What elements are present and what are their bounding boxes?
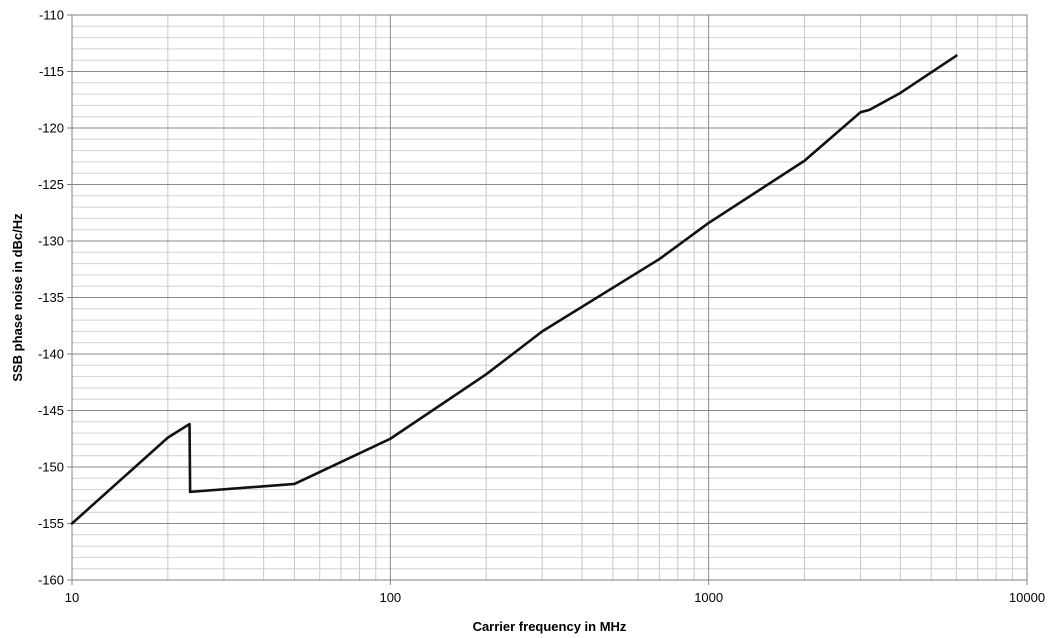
y-tick-label: -130 [38, 234, 64, 249]
y-tick-label: -115 [39, 64, 64, 79]
x-tick-label: 10000 [1009, 590, 1045, 605]
y-tick-label: -110 [39, 8, 64, 23]
x-tick-label: 100 [379, 590, 401, 605]
y-tick-label: -125 [38, 177, 64, 192]
y-tick-label: -160 [38, 573, 64, 588]
x-tick-label: 10 [65, 590, 79, 605]
y-tick-label: -155 [38, 516, 64, 531]
y-tick-label: -135 [38, 290, 64, 305]
x-axis-label: Carrier frequency in MHz [473, 619, 627, 634]
series-line [70, 54, 958, 525]
y-tick-label: -120 [38, 121, 64, 136]
y-tick-label: -145 [38, 403, 64, 418]
x-axis-ticks: 10 100 1000 10000 [65, 580, 1045, 605]
y-axis-ticks: -110 -115 -120 -125 -130 -135 -140 -145 -150 -155… [38, 8, 72, 588]
y-axis-label: SSB phase noise in dBc/Hz [10, 213, 25, 382]
x-tick-label: 1000 [694, 590, 723, 605]
y-tick-label: -140 [38, 347, 64, 362]
y-tick-label: -150 [38, 460, 64, 475]
